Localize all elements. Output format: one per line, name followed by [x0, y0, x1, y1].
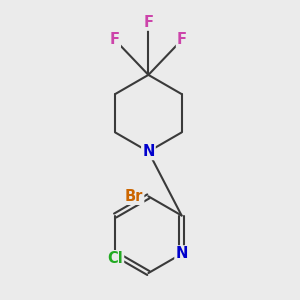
Text: F: F	[177, 32, 187, 47]
Text: Cl: Cl	[107, 251, 123, 266]
Text: F: F	[143, 15, 153, 30]
Text: N: N	[142, 144, 154, 159]
Text: N: N	[176, 246, 188, 261]
Text: Br: Br	[125, 189, 143, 204]
Text: F: F	[110, 32, 120, 47]
